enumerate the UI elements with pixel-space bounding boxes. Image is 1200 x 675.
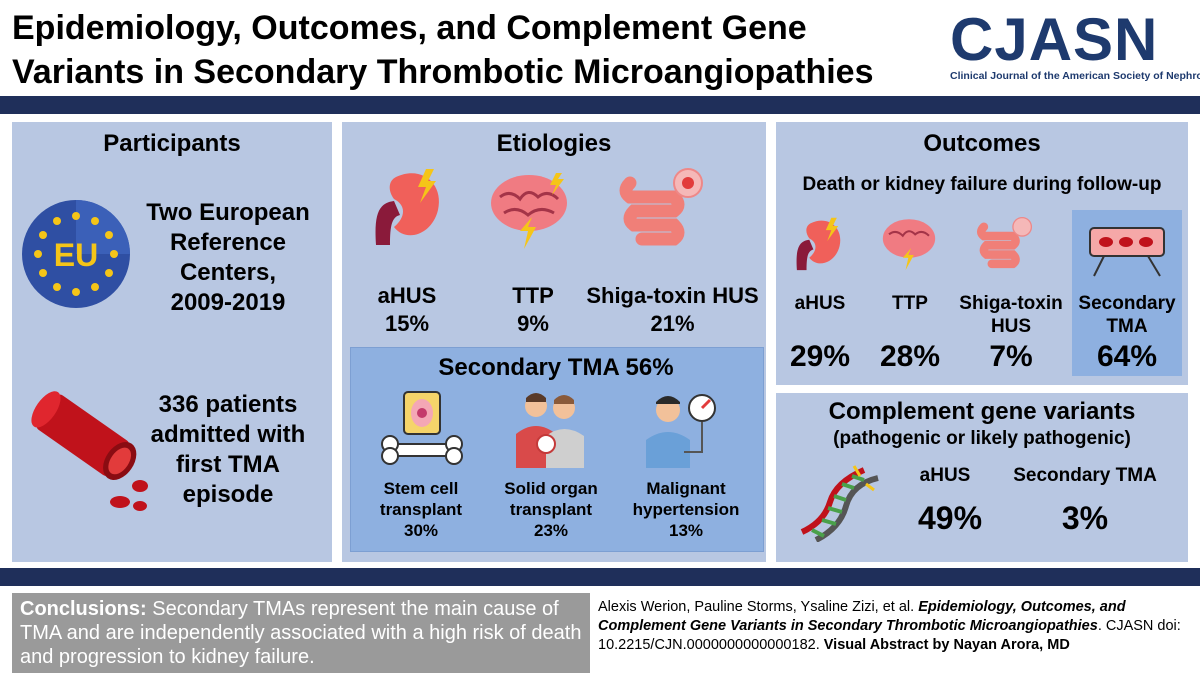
outcome-ahus: aHUS: [780, 292, 860, 315]
etiology-label: aHUS: [377, 283, 437, 308]
secondary-percent: 13%: [668, 521, 704, 540]
centers-line: 2009-2019: [170, 289, 286, 316]
brain-icon: [491, 173, 567, 249]
page-title: Epidemiology, Outcomes, and Complement G…: [12, 6, 912, 94]
outcomes-title: Outcomes: [923, 130, 1041, 157]
etiology-ttp: TTP 9%: [478, 282, 588, 338]
centers-line: Centers,: [179, 259, 277, 286]
participants-title: Participants: [103, 130, 241, 157]
kidney-icon: [375, 169, 439, 245]
outcome-percent: 64%: [1096, 340, 1158, 373]
dna-icon: [800, 465, 879, 542]
outcome-percent: 7%: [989, 340, 1033, 373]
organ-transplant-icon: [516, 393, 584, 468]
intestine-icon: [976, 216, 1033, 269]
conclusion-box: Conclusions: Secondary TMAs represent th…: [12, 593, 590, 673]
secondary-label: transplant: [509, 500, 593, 519]
bone-marrow-icon: [381, 391, 463, 465]
centers-line: Two European: [146, 199, 310, 226]
citation-doi: . CJASN doi: 10.2215/CJN.000000000000018…: [598, 618, 1181, 653]
patients-text: 336 patients admitted with first TMA epi…: [128, 390, 328, 510]
etiology-percent: 21%: [650, 311, 695, 336]
secondary-label: Malignant: [646, 479, 726, 498]
citation-article-title: Epidemiology, Outcomes, and Complement G…: [598, 599, 1126, 634]
secondary-malignant-hypertension: Malignant hypertension 13%: [616, 478, 756, 541]
logo-subtitle: Clinical Journal of the American Society…: [950, 70, 1200, 82]
secondary-percent: 30%: [403, 521, 439, 540]
eu-flag-icon: EU: [22, 200, 130, 308]
centers-line: Reference: [169, 229, 287, 256]
citation-credit: Visual Abstract by Nayan Arora, MD: [823, 637, 1070, 653]
secondary-label: hypertension: [632, 500, 740, 519]
outcome-percent: 29%: [789, 340, 851, 373]
blood-pressure-icon: [646, 394, 716, 468]
etiology-percent: 9%: [517, 311, 549, 336]
top-divider-bar: [0, 96, 1200, 114]
patients-line: 336 patients: [158, 391, 298, 418]
secondary-tma-title: Secondary TMA 56%: [438, 354, 674, 381]
secondary-label: transplant: [379, 500, 463, 519]
outcome-label: Shiga-toxin: [959, 293, 1063, 314]
outcome-label: aHUS: [794, 293, 846, 314]
outcome-secondary-tma: Secondary TMA: [1072, 292, 1182, 338]
outcome-label: TMA: [1106, 316, 1148, 337]
title-line-1: Epidemiology, Outcomes, and Complement G…: [12, 9, 807, 47]
outcome-percent: 28%: [879, 340, 941, 373]
conclusion-label: Conclusions:: [20, 598, 147, 620]
secondary-percent: 23%: [533, 521, 569, 540]
patients-line: episode: [182, 481, 274, 508]
outcome-shiga-toxin-hus: Shiga-toxin HUS: [950, 292, 1072, 338]
etiologies-title: Etiologies: [496, 130, 612, 157]
outcome-label: TTP: [892, 293, 928, 314]
etiology-label: Shiga-toxin HUS: [586, 283, 759, 308]
complement-ahus-label: aHUS: [919, 465, 971, 486]
outcome-label: HUS: [990, 316, 1032, 337]
vessel-clot-icon: [1089, 227, 1165, 277]
citation: Alexis Werion, Pauline Storms, Ysaline Z…: [598, 598, 1194, 655]
etiology-label: TTP: [512, 283, 554, 308]
blood-vessel-icon: [31, 391, 148, 511]
secondary-label: Solid organ: [504, 479, 598, 498]
complement-secondary-label: Secondary TMA: [1013, 465, 1157, 486]
centers-text: Two European Reference Centers, 2009-201…: [128, 198, 328, 318]
complement-ahus-percent: 49%: [917, 500, 983, 536]
outcome-ttp: TTP: [870, 292, 950, 315]
etiology-ahus: aHUS 15%: [352, 282, 462, 338]
conclusion-text: Secondary TMAs represent the main cause …: [20, 598, 582, 668]
etiology-percent: 15%: [384, 311, 430, 336]
secondary-label: Stem cell: [383, 479, 459, 498]
patients-line: admitted with: [150, 421, 306, 448]
bottom-divider-bar: [0, 568, 1200, 586]
title-line-2: Variants in Secondary Thrombotic Microan…: [12, 53, 874, 91]
secondary-solid-organ: Solid organ transplant 23%: [486, 478, 616, 541]
complement-subtitle: (pathogenic or likely pathogenic): [833, 428, 1131, 449]
citation-authors: Alexis Werion, Pauline Storms, Ysaline Z…: [598, 599, 919, 615]
secondary-stem-cell: Stem cell transplant 30%: [356, 478, 486, 541]
outcomes-subtitle: Death or kidney failure during follow-up: [802, 174, 1162, 195]
etiology-shiga-toxin-hus: Shiga-toxin HUS 21%: [580, 282, 765, 338]
cjasn-logo: CJASN Clinical Journal of the American S…: [950, 6, 1200, 84]
complement-secondary-percent: 3%: [1061, 500, 1109, 536]
complement-title: Complement gene variants: [828, 398, 1136, 425]
outcome-label: Secondary: [1078, 293, 1176, 314]
kidney-icon: [796, 217, 841, 271]
eu-label: EU: [54, 237, 98, 273]
patients-line: first TMA: [176, 451, 280, 478]
participants-panel: [12, 122, 332, 562]
logo-text: CJASN: [950, 6, 1159, 73]
intestine-icon: [619, 168, 703, 246]
brain-icon: [882, 219, 936, 271]
